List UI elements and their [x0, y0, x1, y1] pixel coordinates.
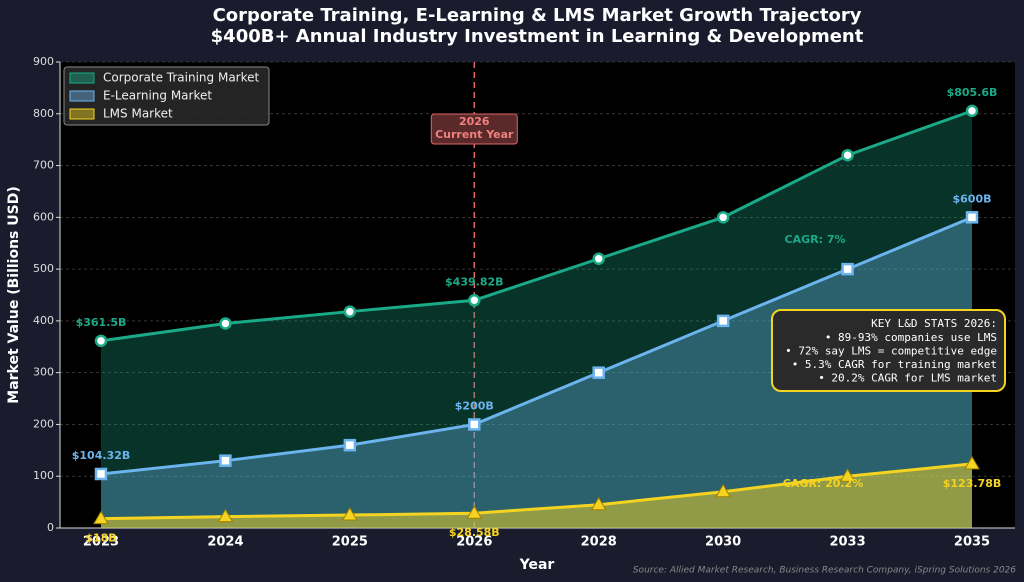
data-label: $600B: [953, 192, 992, 205]
stats-title: KEY L&D STATS 2026:: [871, 317, 997, 330]
data-label: $104.32B: [72, 449, 131, 462]
data-label: $439.82B: [445, 275, 504, 288]
marker: [94, 334, 108, 348]
data-label: $18B: [85, 532, 116, 545]
marker: [219, 454, 232, 467]
y-tick-label: 100: [33, 469, 54, 482]
cagr-label: CAGR: 20.2%: [783, 477, 863, 490]
marker: [965, 104, 979, 118]
y-tick-label: 600: [33, 210, 54, 223]
data-label: $28.58B: [449, 526, 500, 539]
line: [100, 215, 973, 476]
marker: [841, 148, 854, 162]
marker: [217, 508, 234, 523]
y-tick-label: 900: [33, 55, 54, 68]
stats-item: • 72% say LMS = competitive edge: [785, 345, 997, 358]
current-year-box: [430, 113, 518, 145]
marker: [715, 483, 732, 498]
y-tick-label: 500: [33, 262, 54, 275]
marker: [468, 294, 481, 307]
marker: [716, 314, 730, 328]
marker: [341, 507, 358, 521]
marker: [716, 211, 730, 224]
x-axis-label: Year: [519, 557, 555, 573]
x-tick-label: 2025: [332, 535, 368, 550]
x-tick-label: 2035: [954, 535, 990, 550]
marker: [466, 505, 483, 519]
marker: [964, 455, 980, 470]
line: [100, 109, 973, 343]
marker: [592, 366, 605, 379]
marker: [343, 305, 357, 318]
x-tick-label: 2024: [207, 535, 243, 550]
marker: [94, 467, 108, 481]
legend-label: E-Learning Market: [103, 89, 212, 103]
legend-swatch: [69, 72, 95, 84]
stats-item: • 89-93% companies use LMS: [825, 331, 997, 344]
area: [101, 463, 972, 528]
marker: [468, 418, 481, 431]
stats-item: • 5.3% CAGR for training market: [792, 358, 997, 371]
legend-label: LMS Market: [103, 107, 173, 121]
source: Source: Allied Market Research, Business…: [633, 566, 1016, 576]
area: [101, 110, 972, 528]
y-tick-label: 400: [33, 314, 54, 327]
y-tick-label: 0: [47, 521, 54, 534]
marker: [93, 510, 109, 525]
marker: [592, 252, 605, 266]
marker: [839, 468, 856, 482]
data-label: $805.6B: [947, 86, 998, 99]
x-tick-label: 2028: [581, 535, 617, 550]
x-tick-label: 2023: [83, 535, 119, 550]
y-tick-label: 300: [33, 366, 54, 379]
x-tick-label: 2030: [705, 535, 741, 550]
marker: [965, 211, 979, 224]
y-tick-label: 200: [33, 417, 54, 430]
data-label: $123.78B: [943, 477, 1002, 490]
marker: [841, 262, 854, 276]
legend-swatch: [69, 108, 95, 120]
x-tick-label: 2026: [456, 535, 492, 550]
marker: [590, 496, 607, 511]
current-year-label: Current Year: [435, 128, 514, 141]
current-year-label: 2026: [459, 115, 490, 128]
legend-swatch: [69, 90, 95, 102]
y-tick-label: 700: [33, 159, 54, 172]
cagr-label: CAGR: 7%: [785, 233, 846, 246]
stats-box: [771, 309, 1006, 392]
chart-title: Corporate Training, E-Learning & LMS Mar…: [213, 5, 862, 26]
marker: [219, 317, 232, 330]
y-axis-label: Market Value (Billions USD): [6, 186, 22, 403]
y-tick-label: 800: [33, 107, 54, 120]
stats-item: • 20.2% CAGR for LMS market: [818, 372, 997, 385]
data-label: $200B: [455, 399, 494, 412]
x-tick-label: 2033: [829, 535, 865, 550]
plot-area: [60, 62, 1015, 528]
marker: [343, 438, 357, 452]
chart-subtitle: $400B+ Annual Industry Investment in Lea…: [211, 26, 864, 47]
data-label: $361.5B: [76, 316, 127, 329]
legend: [63, 66, 270, 126]
line: [100, 462, 973, 521]
legend-label: Corporate Training Market: [103, 71, 260, 85]
